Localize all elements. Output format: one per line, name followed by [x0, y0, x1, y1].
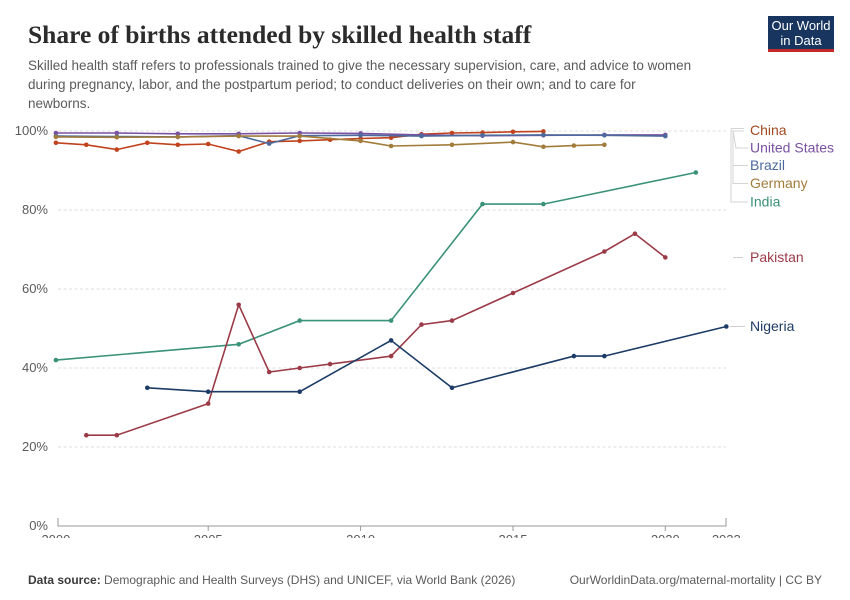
svg-text:40%: 40% [22, 360, 48, 375]
svg-text:Nigeria: Nigeria [750, 318, 795, 334]
svg-text:2000: 2000 [41, 532, 70, 538]
svg-text:2015: 2015 [499, 532, 528, 538]
svg-text:20%: 20% [22, 439, 48, 454]
svg-text:2005: 2005 [194, 532, 223, 538]
svg-text:2022: 2022 [712, 532, 741, 538]
svg-text:Brazil: Brazil [750, 157, 785, 173]
svg-text:Germany: Germany [750, 175, 808, 191]
svg-text:2020: 2020 [651, 532, 680, 538]
svg-text:India: India [750, 194, 781, 210]
svg-text:100%: 100% [15, 123, 49, 138]
svg-text:Pakistan: Pakistan [750, 249, 804, 265]
svg-text:60%: 60% [22, 281, 48, 296]
svg-text:United States: United States [750, 140, 834, 156]
svg-text:China: China [750, 122, 787, 138]
svg-text:0%: 0% [29, 518, 48, 533]
svg-text:80%: 80% [22, 202, 48, 217]
svg-text:2010: 2010 [346, 532, 375, 538]
